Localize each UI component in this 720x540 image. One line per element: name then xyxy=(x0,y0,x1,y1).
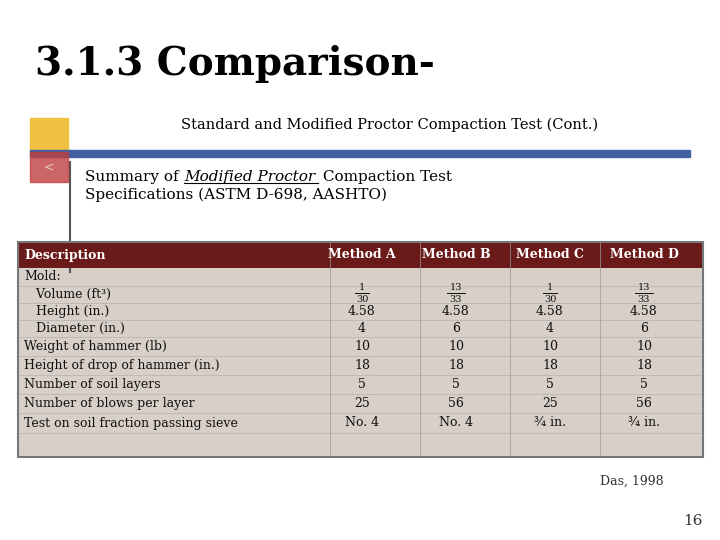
Text: 33: 33 xyxy=(450,295,462,305)
Text: 5: 5 xyxy=(546,378,554,391)
Text: 30: 30 xyxy=(356,295,368,305)
Text: 4.58: 4.58 xyxy=(630,305,658,318)
Text: 56: 56 xyxy=(448,397,464,410)
Text: ¾ in.: ¾ in. xyxy=(534,416,566,429)
Text: Method D: Method D xyxy=(610,248,678,261)
Text: 1: 1 xyxy=(547,284,553,293)
Text: 18: 18 xyxy=(448,359,464,372)
Text: Description: Description xyxy=(24,248,106,261)
Text: Das, 1998: Das, 1998 xyxy=(600,475,664,488)
Text: 4: 4 xyxy=(358,322,366,335)
Text: Height (in.): Height (in.) xyxy=(24,305,109,318)
Text: 13: 13 xyxy=(450,284,462,293)
Text: Method B: Method B xyxy=(422,248,490,261)
Text: 18: 18 xyxy=(542,359,558,372)
Text: 4: 4 xyxy=(546,322,554,335)
Text: Standard and Modified Proctor Compaction Test (Cont.): Standard and Modified Proctor Compaction… xyxy=(181,118,598,132)
Bar xyxy=(30,118,68,150)
Text: Method A: Method A xyxy=(328,248,396,261)
Text: Method C: Method C xyxy=(516,248,584,261)
Text: 5: 5 xyxy=(358,378,366,391)
Text: 18: 18 xyxy=(354,359,370,372)
Text: Weight of hammer (lb): Weight of hammer (lb) xyxy=(24,340,167,353)
Text: 5: 5 xyxy=(452,378,460,391)
Text: 30: 30 xyxy=(544,295,556,305)
Text: 10: 10 xyxy=(636,340,652,353)
Text: 1: 1 xyxy=(359,284,365,293)
Text: 13: 13 xyxy=(638,284,650,293)
Bar xyxy=(18,242,703,457)
Text: 6: 6 xyxy=(452,322,460,335)
Text: Mold:: Mold: xyxy=(24,271,60,284)
Text: 10: 10 xyxy=(354,340,370,353)
Text: No. 4: No. 4 xyxy=(345,416,379,429)
Text: 5: 5 xyxy=(640,378,648,391)
Text: Specifications (ASTM D-698, AASHTO): Specifications (ASTM D-698, AASHTO) xyxy=(85,188,387,202)
Text: 4.58: 4.58 xyxy=(536,305,564,318)
Text: 4.58: 4.58 xyxy=(442,305,470,318)
Text: Modified Proctor: Modified Proctor xyxy=(184,170,315,184)
Text: Compaction Test: Compaction Test xyxy=(318,170,452,184)
Bar xyxy=(30,152,68,182)
Text: 33: 33 xyxy=(638,295,650,305)
Text: Volume (ft³): Volume (ft³) xyxy=(24,288,111,301)
Text: 56: 56 xyxy=(636,397,652,410)
Text: 25: 25 xyxy=(542,397,558,410)
Text: 10: 10 xyxy=(542,340,558,353)
Text: 18: 18 xyxy=(636,359,652,372)
Text: Test on soil fraction passing sieve: Test on soil fraction passing sieve xyxy=(24,416,238,429)
Text: 4.58: 4.58 xyxy=(348,305,376,318)
Text: <: < xyxy=(44,160,54,173)
Text: Height of drop of hammer (in.): Height of drop of hammer (in.) xyxy=(24,359,220,372)
Text: Summary of: Summary of xyxy=(85,170,184,184)
Text: 25: 25 xyxy=(354,397,370,410)
Text: ¾ in.: ¾ in. xyxy=(628,416,660,429)
Text: Number of soil layers: Number of soil layers xyxy=(24,378,161,391)
Bar xyxy=(30,150,690,157)
Bar xyxy=(18,242,703,268)
Text: 16: 16 xyxy=(683,514,703,528)
Bar xyxy=(18,242,703,457)
Text: 3.1.3 Comparison-: 3.1.3 Comparison- xyxy=(35,45,435,83)
Text: Number of blows per layer: Number of blows per layer xyxy=(24,397,194,410)
Text: 6: 6 xyxy=(640,322,648,335)
Text: 10: 10 xyxy=(448,340,464,353)
Text: Diameter (in.): Diameter (in.) xyxy=(24,322,125,335)
Text: No. 4: No. 4 xyxy=(439,416,473,429)
